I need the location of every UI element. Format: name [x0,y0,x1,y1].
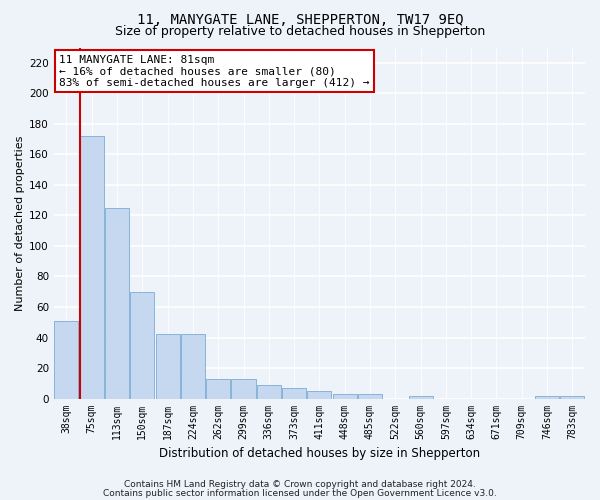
X-axis label: Distribution of detached houses by size in Shepperton: Distribution of detached houses by size … [159,447,480,460]
Bar [80,136,104,398]
Bar [181,334,205,398]
Bar [155,334,179,398]
Bar [232,378,256,398]
Bar [130,292,154,399]
Bar [257,385,281,398]
Bar [307,391,331,398]
Bar [105,208,129,398]
Text: 11 MANYGATE LANE: 81sqm
← 16% of detached houses are smaller (80)
83% of semi-de: 11 MANYGATE LANE: 81sqm ← 16% of detache… [59,54,370,88]
Bar [560,396,584,398]
Bar [55,320,79,398]
Bar [535,396,559,398]
Text: 11, MANYGATE LANE, SHEPPERTON, TW17 9EQ: 11, MANYGATE LANE, SHEPPERTON, TW17 9EQ [137,12,463,26]
Y-axis label: Number of detached properties: Number of detached properties [15,136,25,310]
Bar [358,394,382,398]
Bar [206,378,230,398]
Bar [282,388,306,398]
Text: Contains HM Land Registry data © Crown copyright and database right 2024.: Contains HM Land Registry data © Crown c… [124,480,476,489]
Bar [332,394,357,398]
Text: Size of property relative to detached houses in Shepperton: Size of property relative to detached ho… [115,25,485,38]
Bar [409,396,433,398]
Text: Contains public sector information licensed under the Open Government Licence v3: Contains public sector information licen… [103,488,497,498]
